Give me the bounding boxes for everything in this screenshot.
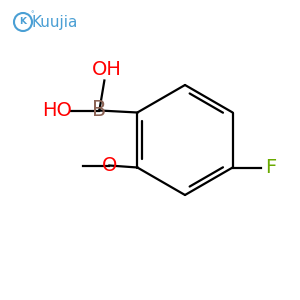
Text: B: B [92, 100, 106, 121]
Text: °: ° [30, 11, 34, 17]
Text: K: K [20, 17, 26, 26]
Text: F: F [265, 158, 276, 177]
Text: Kuujia: Kuujia [32, 14, 78, 29]
Text: OH: OH [92, 60, 121, 79]
Text: O: O [102, 156, 117, 175]
Text: HO: HO [42, 101, 72, 120]
